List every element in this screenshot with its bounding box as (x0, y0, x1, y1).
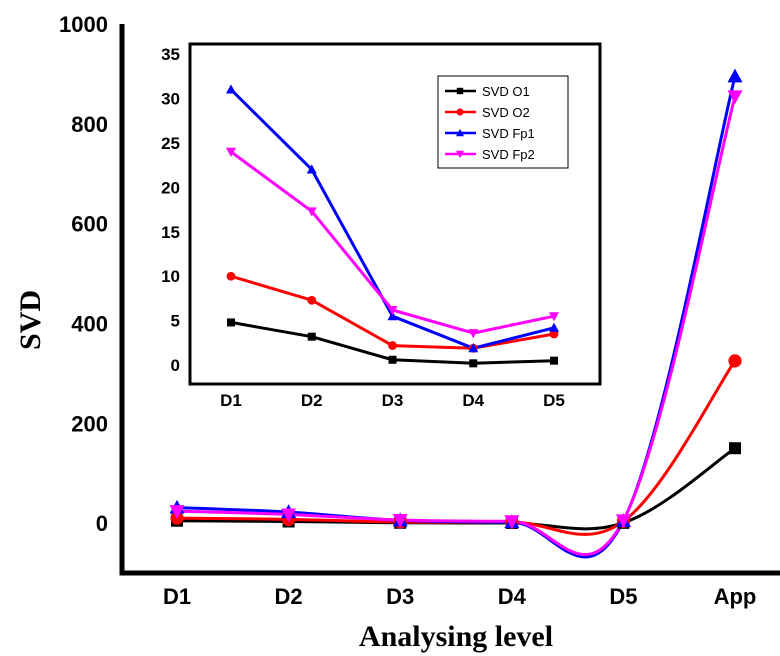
inset-y-tick-25: 25 (161, 134, 180, 153)
main-marker-svd-fp2-d4 (504, 515, 520, 530)
main-x-tick-app: App (714, 584, 757, 609)
inset-marker-svd-fp2-d5 (549, 312, 559, 322)
inset-marker-svd-o2-d2 (307, 295, 317, 305)
inset-y-tick-5: 5 (171, 312, 180, 331)
inset-marker-svd-o2-d1 (226, 271, 236, 281)
main-marker-svd-fp2-d2 (281, 508, 297, 523)
main-marker-svd-fp2-d5 (615, 514, 631, 529)
inset-y-tick-30: 30 (161, 89, 180, 108)
main-y-tick-labels: 0 200 400 600 800 1000 (59, 12, 108, 536)
inset-series-line-svd-fp2 (230, 150, 555, 335)
main-x-tick-d1: D1 (163, 584, 191, 609)
inset-marker-svd-fp2-d2 (306, 207, 317, 217)
main-x-tick-d2: D2 (275, 584, 303, 609)
main-y-tick-800: 800 (71, 112, 108, 137)
main-y-tick-600: 600 (71, 212, 108, 237)
inset-y-tick-20: 20 (161, 178, 180, 197)
legend-label-svd-o1: SVD O1 (482, 84, 530, 99)
inset-marker-svd-fp1-d2 (306, 164, 317, 174)
legend-marker-svd-o2 (456, 108, 464, 116)
inset-x-tick-labels: D1 D2 D3 D4 D5 (220, 391, 565, 410)
inset-marker-svd-fp2-d1 (226, 147, 236, 157)
main-marker-svd-fp2-d1 (169, 505, 185, 519)
inset-marker-svd-o1-d5 (550, 356, 558, 365)
y-axis-title: SVD (14, 290, 47, 350)
inset-x-tick-d1: D1 (220, 391, 242, 410)
inset-marker-svd-o1-d2 (307, 332, 316, 341)
inset-marker-svd-o1-d1 (227, 318, 235, 327)
main-x-tick-labels: D1 D2 D3 D4 D5 App (163, 584, 756, 609)
inset-marker-svd-fp1-d4 (468, 343, 479, 353)
main-marker-svd-o1-app (729, 442, 741, 455)
inset-marker-svd-fp1-d1 (226, 84, 236, 94)
main-plot-frame (119, 24, 780, 576)
legend-marker-svd-o1 (456, 87, 464, 95)
main-y-tick-200: 200 (71, 411, 108, 436)
inset-marker-svd-fp2-d4 (468, 329, 479, 339)
legend-label-svd-o2: SVD O2 (482, 105, 530, 120)
main-x-tick-d3: D3 (386, 584, 414, 609)
main-x-tick-d4: D4 (498, 584, 527, 609)
main-y-tick-1000: 1000 (59, 12, 108, 37)
inset-marker-svd-fp1-d3 (387, 311, 398, 321)
main-marker-svd-fp2-app (727, 90, 743, 105)
legend-label-svd-fp1: SVD Fp1 (482, 126, 535, 141)
inset-marker-svd-o1-d4 (469, 359, 478, 368)
main-marker-svd-fp1-app (727, 68, 743, 83)
inset-y-tick-10: 10 (161, 267, 180, 286)
main-y-tick-0: 0 (96, 511, 108, 536)
inset-plot-frame (188, 42, 602, 386)
inset-y-tick-35: 35 (161, 45, 180, 64)
main-y-tick-400: 400 (71, 311, 108, 336)
inset-x-tick-d4: D4 (462, 391, 484, 410)
legend-marker-svd-fp2 (456, 150, 464, 159)
inset-marker-svd-fp1-d5 (549, 322, 559, 332)
inset-series-markers (226, 84, 559, 368)
inset-legend: SVD O1 SVD O2 SVD Fp1 SVD Fp2 (437, 75, 569, 169)
legend-label-svd-fp2: SVD Fp2 (482, 147, 535, 162)
x-axis-title: Analysing level (359, 620, 553, 653)
main-marker-svd-o2-app (728, 354, 742, 368)
inset-y-tick-0: 0 (171, 356, 180, 375)
legend-marker-svd-fp1 (456, 128, 464, 137)
inset-marker-svd-o2-d5 (549, 329, 559, 339)
main-series-line-svd-o1 (176, 446, 736, 531)
inset-x-tick-d5: D5 (543, 391, 565, 410)
inset-y-tick-labels: 0 5 10 15 20 25 30 35 (161, 45, 180, 375)
inset-marker-svd-o2-d3 (388, 341, 397, 350)
main-series-markers (169, 68, 743, 530)
inset-x-tick-d2: D2 (301, 391, 323, 410)
inset-y-tick-15: 15 (161, 223, 180, 242)
inset-x-tick-d3: D3 (382, 391, 404, 410)
main-x-tick-d5: D5 (609, 584, 637, 609)
inset-marker-svd-o1-d3 (388, 355, 397, 364)
main-marker-svd-fp2-d3 (392, 513, 408, 528)
inset-marker-svd-fp2-d3 (387, 306, 398, 316)
